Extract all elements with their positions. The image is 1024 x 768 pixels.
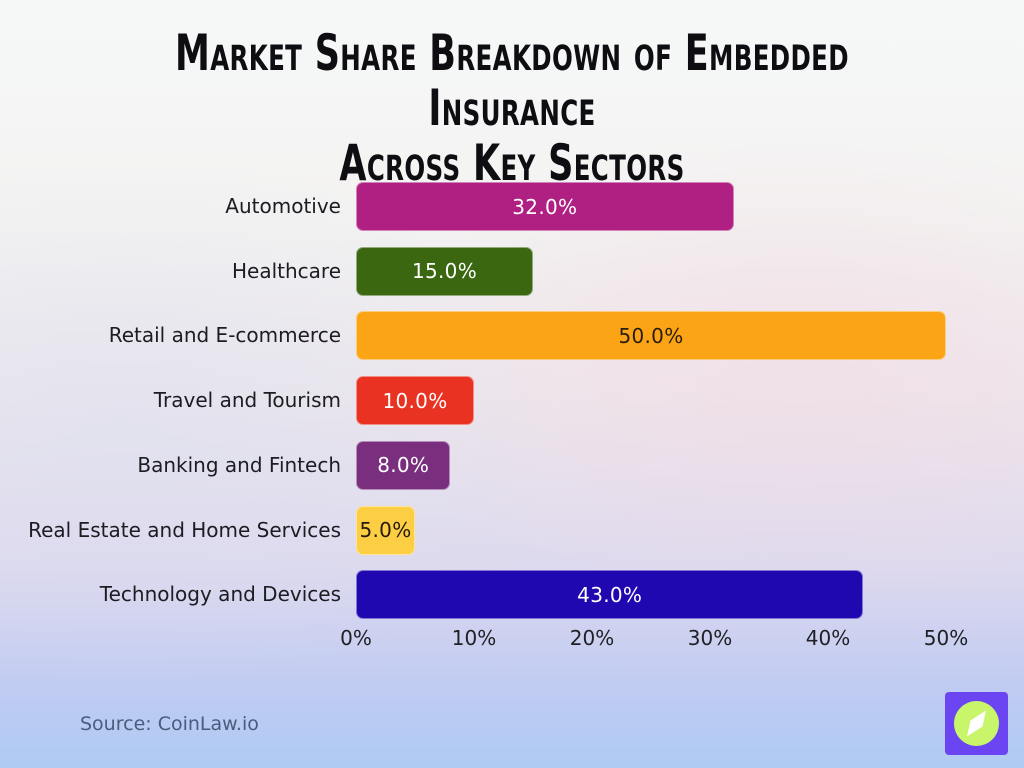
category-label: Automotive [225, 194, 341, 218]
chart-row: Retail and E-commerce 50.0% [0, 311, 1024, 361]
source-attribution: Source: CoinLaw.io [80, 713, 259, 735]
x-axis-tick-label: 10% [451, 626, 497, 650]
bar-banking-and-fintech: 8.0% [356, 440, 451, 490]
bar-automotive: 32.0% [356, 182, 734, 231]
x-axis-tick-label: 30% [687, 626, 733, 650]
category-label: Technology and Devices [99, 582, 341, 607]
bar-value-label: 15.0% [411, 259, 478, 284]
chart-row: Real Estate and Home Services 5.0% [0, 505, 1024, 555]
bar-value-label: 8.0% [377, 453, 430, 478]
bar-healthcare: 15.0% [356, 246, 533, 296]
category-label: Real Estate and Home Services [28, 517, 341, 542]
bar-value-label: 10.0% [382, 388, 448, 413]
coinlaw-logo [945, 692, 1008, 755]
chart-row: Healthcare 15.0% [0, 246, 1024, 296]
bar-value-label: 50.0% [618, 323, 684, 348]
bar-value-label: 5.0% [359, 518, 412, 542]
chart-row: Banking and Fintech 8.0% [0, 440, 1024, 490]
bar-retail-and-e-commerce: 50.0% [356, 311, 946, 361]
chart-row: Automotive 32.0% [0, 182, 1024, 231]
x-axis-tick-label: 0% [340, 626, 372, 650]
x-axis-tick-label: 40% [805, 626, 851, 650]
chart-row: Travel and Tourism 10.0% [0, 376, 1024, 426]
chart-title-line-1: Market Share Breakdown of Embedded Insur… [175, 24, 849, 137]
bar-technology-and-devices: 43.0% [356, 570, 864, 620]
bar-travel-and-tourism: 10.0% [356, 376, 474, 426]
x-axis-tick-label: 50% [923, 626, 969, 650]
chart-row: Technology and Devices 43.0% [0, 570, 1024, 620]
bar-value-label: 32.0% [512, 194, 578, 219]
chart-title-line-2: Across Key Sectors [339, 134, 685, 192]
category-label: Retail and E-commerce [108, 323, 341, 348]
category-label: Travel and Tourism [153, 388, 341, 413]
compass-logo-icon [945, 692, 1008, 755]
bar-value-label: 43.0% [577, 582, 643, 607]
category-label: Banking and Fintech [137, 452, 341, 477]
bar-real-estate-and-home-services: 5.0% [356, 505, 415, 555]
chart-title: Market Share Breakdown of Embedded Insur… [154, 26, 871, 191]
x-axis-tick-label: 20% [569, 626, 615, 650]
category-label: Healthcare [231, 258, 341, 283]
compass-needle-icon [967, 710, 986, 737]
